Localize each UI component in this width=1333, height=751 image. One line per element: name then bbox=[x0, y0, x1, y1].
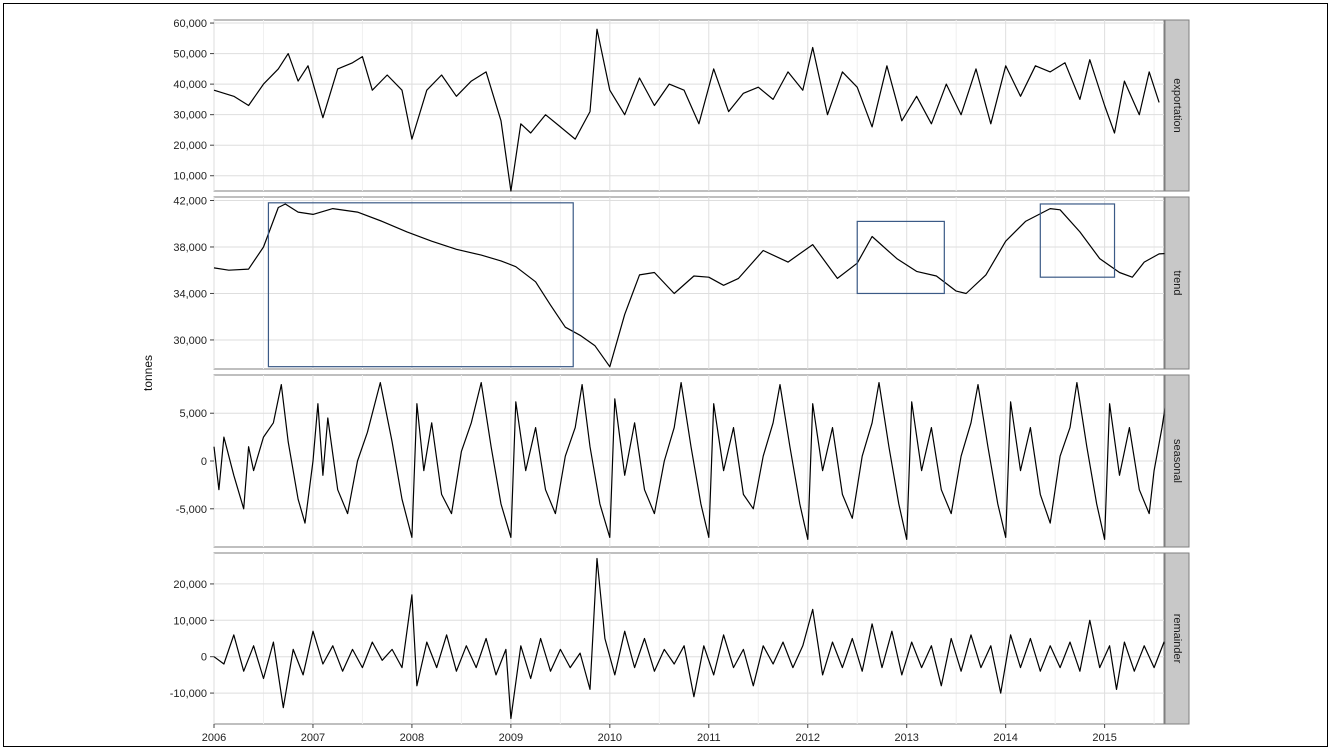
strip-exportation bbox=[1164, 19, 1190, 192]
strip-trend bbox=[1164, 196, 1190, 370]
x-tick-label: 2009 bbox=[499, 732, 523, 744]
annotation-box bbox=[1039, 203, 1116, 278]
series-line-seasonal bbox=[213, 382, 1190, 540]
x-tick-label: 2006 bbox=[202, 732, 226, 744]
figure-frame bbox=[3, 3, 1328, 747]
y-tick-label: 38,000 bbox=[173, 242, 207, 254]
strip-remainder bbox=[1164, 552, 1190, 725]
panel-exportation: 10,000 20,000 30,000 40,000 50,000 60,000 expo… bbox=[173, 18, 1190, 192]
y-tick-label: 30,000 bbox=[173, 110, 207, 122]
x-tick-label: 2013 bbox=[894, 732, 918, 744]
y-tick-label: 34,000 bbox=[173, 288, 207, 300]
panel-trend: 30,000 34,000 38,000 42,000 trend bbox=[173, 195, 1190, 370]
y-tick-label: 40,000 bbox=[173, 79, 207, 91]
annotation-box bbox=[856, 220, 945, 295]
annotation-box bbox=[267, 202, 574, 368]
y-tick-label: 10,000 bbox=[173, 615, 207, 627]
y-axis-label: tonnes bbox=[141, 355, 155, 391]
strip-label: trend bbox=[1171, 270, 1183, 295]
x-tick-label: 2015 bbox=[1092, 732, 1116, 744]
panel-background bbox=[213, 552, 1165, 725]
x-tick-label: 2014 bbox=[993, 732, 1017, 744]
panel-remainder: -10,000 0 10,000 20,000 remainder bbox=[170, 552, 1190, 725]
x-tick-label: 2010 bbox=[598, 732, 622, 744]
series-line-trend bbox=[213, 203, 1189, 368]
y-tick-label: 20,000 bbox=[173, 579, 207, 591]
strip-label: remainder bbox=[1171, 614, 1183, 664]
strip-seasonal bbox=[1164, 374, 1190, 548]
panel-background bbox=[213, 19, 1165, 192]
y-tick-label: -5,000 bbox=[176, 504, 207, 516]
y-tick-label: 0 bbox=[201, 652, 207, 664]
panel-seasonal: -5,000 0 5,000 seasonal bbox=[176, 374, 1190, 548]
series-line-exportation bbox=[213, 28, 1160, 192]
y-tick-label: 30,000 bbox=[173, 335, 207, 347]
x-tick-label: 2008 bbox=[400, 732, 424, 744]
x-tick-label: 2007 bbox=[301, 732, 325, 744]
y-tick-label: 60,000 bbox=[173, 18, 207, 30]
x-tick-label: 2012 bbox=[796, 732, 820, 744]
y-tick-label: 50,000 bbox=[173, 49, 207, 61]
y-tick-label: -10,000 bbox=[170, 688, 207, 700]
y-tick-label: 20,000 bbox=[173, 140, 207, 152]
x-tick-label: 2011 bbox=[697, 732, 721, 744]
y-tick-label: 10,000 bbox=[173, 171, 207, 183]
strip-label: seasonal bbox=[1171, 439, 1183, 483]
strip-label: exportation bbox=[1171, 78, 1183, 132]
y-tick-label: 0 bbox=[201, 456, 207, 468]
y-tick-label: 5,000 bbox=[179, 408, 207, 420]
series-line-remainder bbox=[213, 557, 1190, 720]
panel-background bbox=[213, 196, 1165, 370]
y-tick-label: 42,000 bbox=[173, 195, 207, 207]
